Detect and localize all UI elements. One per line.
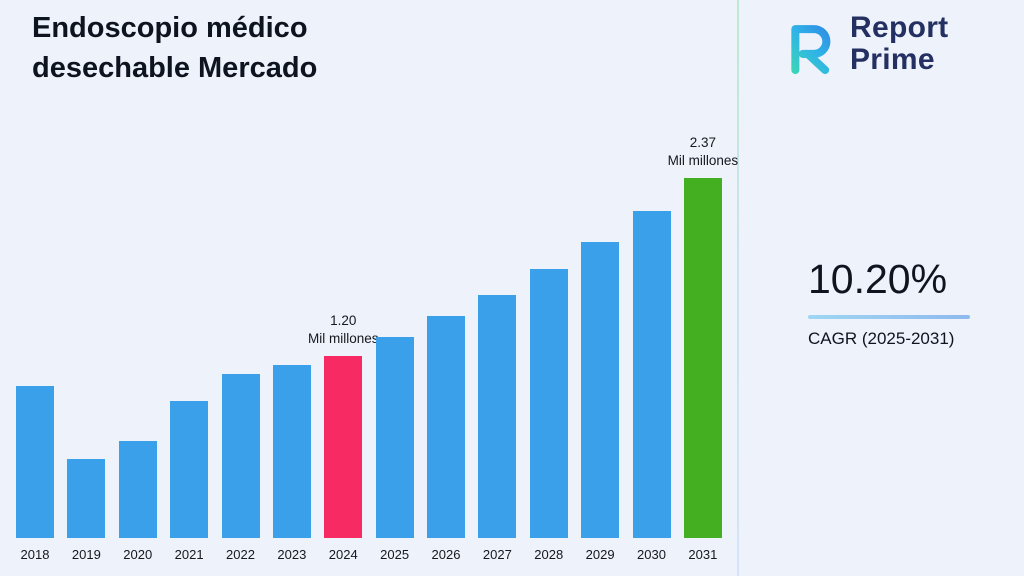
axis-label-2019: 2019 [71, 547, 101, 562]
cagr-label: CAGR (2025-2031) [808, 329, 955, 348]
axis-label-2022: 2022 [226, 547, 255, 562]
bar-group-2025: 2025 [375, 130, 414, 562]
bar-annotation-2031: 2.37 Mil millones [668, 134, 739, 170]
axis-label-2020: 2020 [123, 547, 153, 562]
axis-label-2024: 2024 [328, 547, 358, 562]
annotation-value: 2.37 [689, 135, 717, 151]
bar-group-2021: 2021 [170, 130, 209, 562]
bar-2021 [170, 401, 209, 538]
bar-2018 [16, 386, 54, 538]
bar-2028 [529, 269, 568, 538]
bar-2027 [478, 295, 517, 538]
bar-group-2027: 2027 [478, 130, 517, 562]
axis-label-2030: 2030 [637, 547, 666, 562]
axis-label-2018: 2018 [20, 547, 50, 562]
annotation-unit: Mil millones [667, 153, 739, 169]
axis-label-2031: 2031 [688, 547, 718, 562]
annotation-unit: Mil millones [307, 331, 379, 347]
logo-text-line1: Report [850, 11, 949, 44]
axis-label-2021: 2021 [174, 547, 204, 562]
bar-group-2031: 2.37 Mil millones 2031 [668, 130, 739, 562]
bar-group-2023: 2023 [272, 130, 311, 562]
report-prime-logo-icon [791, 25, 831, 75]
axis-label-2029: 2029 [585, 547, 615, 562]
axis-label-2027: 2027 [482, 547, 512, 562]
logo-text-line2: Prime [850, 43, 935, 77]
axis-label-2025: 2025 [380, 547, 410, 562]
report-prime-logo-text: Report Prime [850, 11, 949, 77]
bar-2020 [118, 441, 157, 538]
axis-label-2026: 2026 [431, 547, 461, 562]
bar-group-2019: 2019 [67, 130, 106, 562]
bar-2030 [632, 211, 671, 538]
bar-group-2022: 2022 [221, 130, 260, 562]
cagr-panel: 10.20% CAGR (2025-2031) [808, 256, 970, 349]
bar-group-2024: 1.20 Mil millones 2024 [308, 130, 379, 562]
bar-group-2026: 2026 [427, 130, 465, 562]
annotation-value: 1.20 [330, 313, 357, 329]
bar-2029 [581, 242, 620, 538]
bar-group-2018: 2018 [16, 130, 54, 562]
axis-label-2028: 2028 [534, 547, 564, 562]
page-title-line1: Endoscopio médico [32, 12, 308, 44]
bar-2025 [375, 337, 414, 538]
bar-2024 [324, 356, 363, 538]
divider-line [737, 0, 739, 576]
bar-2026 [427, 316, 465, 538]
cagr-value: 10.20% [808, 256, 948, 302]
report-prime-logo: Report Prime [778, 11, 949, 77]
page-title: Endoscopio médico desechable Mercado [32, 8, 317, 88]
page-title-line2: desechable Mercado [32, 52, 318, 85]
bar-chart: 2018 2019 2020 2021 2022 2023 1.20 Mil millones… [16, 130, 739, 562]
bar-group-2028: 2028 [529, 130, 568, 562]
bar-2023 [272, 365, 311, 538]
cagr-underline [808, 315, 970, 319]
bar-2019 [67, 459, 106, 538]
bar-group-2029: 2029 [581, 130, 620, 562]
bar-group-2020: 2020 [118, 130, 157, 562]
bar-annotation-2024: 1.20 Mil millones [308, 312, 379, 348]
axis-label-2023: 2023 [277, 547, 307, 562]
bar-2022 [221, 374, 260, 538]
bar-2031 [683, 178, 722, 538]
bar-group-2030: 2030 [632, 130, 671, 562]
